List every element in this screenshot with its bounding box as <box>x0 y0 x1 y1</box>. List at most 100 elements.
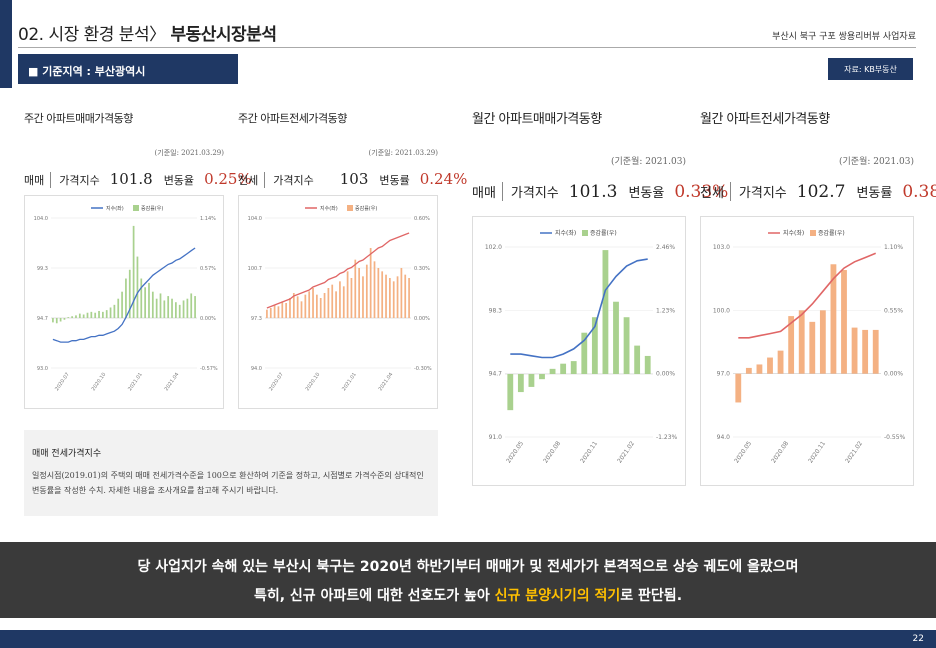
chart-card: 104.0 0.60% 100.7 0.30% 97.3 0.00% 94.0 -0.30% 지… <box>238 195 438 409</box>
y2-tick-label: -0.57% <box>200 366 218 372</box>
bar <box>570 361 577 375</box>
bar <box>151 291 154 318</box>
bar <box>132 225 135 318</box>
chart-card: 104.0 1.14% 99.3 0.57% 94.7 0.00% 93.0 -0.57% 지수… <box>24 195 224 409</box>
index-label: 가격지수 <box>738 186 787 201</box>
bar <box>312 288 314 318</box>
bar <box>148 282 150 318</box>
bar <box>289 298 291 318</box>
bar <box>369 248 372 318</box>
bar <box>735 373 742 403</box>
panel-ref-date: (기준월: 2021.03) <box>611 157 686 167</box>
bar <box>86 312 89 318</box>
section-label: 02. 시장 환경 분석〉 <box>18 25 166 45</box>
bar <box>389 278 391 318</box>
y-tick-label: 97.0 <box>717 371 731 378</box>
page-number: 22 <box>912 634 924 644</box>
legend-label: 지수(좌) <box>106 205 124 212</box>
bar <box>788 316 795 374</box>
bar <box>285 303 287 318</box>
bar <box>178 304 181 318</box>
panel-title: 주간 아파트전세가격동향 <box>238 112 347 125</box>
panel-weekly-jeonse: 주간 아파트전세가격동향 (기준일: 2021.03.29) 전세 가격지수 103… <box>238 110 467 410</box>
bar <box>830 264 837 374</box>
change-label: 변동율 <box>628 186 665 201</box>
y-tick-label: 100.7 <box>248 266 262 272</box>
index-value: 102.7 <box>796 182 846 202</box>
note-body: 일정시점(2019.01)의 주택의 매매 전세가격수준을 100으로 환산하여… <box>32 471 424 495</box>
change-label: 변동률 <box>379 174 410 187</box>
legend-label: 증감률(우) <box>355 205 377 212</box>
y2-tick-label: 0.55% <box>884 307 903 314</box>
bar <box>591 317 598 375</box>
x-tick-label: 2020.07 <box>268 372 285 392</box>
x-tick-label: 2021.01 <box>341 372 358 392</box>
bar <box>94 312 97 318</box>
bar <box>140 278 143 318</box>
panel-title: 월간 아파트매매가격동향 <box>472 112 602 127</box>
bar <box>404 274 407 318</box>
bar <box>392 281 395 318</box>
y2-tick-label: 2.46% <box>656 244 675 251</box>
y2-tick-label: 1.23% <box>656 307 675 314</box>
bar <box>623 317 630 375</box>
y-tick-label: 103.0 <box>713 244 730 251</box>
bar <box>167 296 170 318</box>
bar <box>362 276 364 318</box>
bar <box>507 374 514 411</box>
bar <box>335 291 337 318</box>
panel-summary: 매매 가격지수 101.8 변동율 0.25% <box>24 170 252 188</box>
index-value: 101.8 <box>109 170 153 188</box>
index-label: 가격지수 <box>510 186 559 201</box>
chart-monthly-jeonse: 103.0 1.10% 100.0 0.55% 97.0 0.00% 94.0 -0.55% 지… <box>713 229 906 464</box>
bar <box>327 288 330 318</box>
index-value: 101.3 <box>568 182 618 202</box>
chart-weekly-sale: 104.0 1.14% 99.3 0.57% 94.7 0.00% 93.0 -0.57% 지수… <box>34 205 218 392</box>
bar <box>408 278 410 318</box>
bar <box>292 293 295 318</box>
y-tick-label: 93.0 <box>37 366 48 372</box>
bar <box>396 276 399 318</box>
index-label: 가격지수 <box>59 174 100 187</box>
change-value: 0.33% <box>674 182 729 202</box>
bar <box>266 309 268 318</box>
bar <box>163 300 166 318</box>
bar <box>400 268 403 318</box>
index-line <box>510 258 648 359</box>
bar <box>125 278 127 318</box>
bar <box>756 364 763 374</box>
panel-weekly-sale: 주간 아파트매매가격동향 (기준일: 2021.03.29) 매매 가격지수 101… <box>24 110 252 410</box>
y-tick-label: 100.0 <box>713 307 730 314</box>
y2-tick-label: -0.55% <box>884 434 906 441</box>
bar <box>634 345 641 375</box>
y-tick-label: 97.3 <box>251 316 262 322</box>
bar <box>78 313 81 318</box>
panel-ref-date: (기준일: 2021.03.29) <box>368 149 438 157</box>
panel-summary: 전세 가격지수 103 변동률 0.24% <box>238 170 467 188</box>
x-tick-label: 2020.05 <box>733 440 753 464</box>
bar <box>102 311 104 318</box>
panel-summary: 전세 가격지수 102.7 변동률 0.38% <box>700 182 936 202</box>
bar <box>872 329 879 374</box>
index-line <box>52 247 196 343</box>
legend-label: 지수(좌) <box>555 229 576 237</box>
chart-weekly-jeonse: 104.0 0.60% 100.7 0.30% 97.3 0.00% 94.0 -0.30% 지… <box>248 205 432 392</box>
bar <box>175 302 177 318</box>
bar <box>745 367 752 374</box>
bar <box>644 355 651 375</box>
bar <box>186 298 189 318</box>
legend-bar-swatch <box>133 205 139 211</box>
y-tick-label: 94.7 <box>489 371 503 378</box>
index-line <box>738 252 877 339</box>
bar <box>63 318 66 320</box>
legend-bar-swatch <box>347 205 353 211</box>
x-tick-label: 2021.02 <box>616 440 636 464</box>
note-title: 매매 전세가격지수 <box>32 449 102 459</box>
bar <box>171 298 173 318</box>
panel-summary: 매매 가격지수 101.3 변동율 0.33% <box>472 182 728 202</box>
chart-card: 103.0 1.10% 100.0 0.55% 97.0 0.00% 94.0 -0.55% 지… <box>700 216 914 486</box>
y-tick-label: 104.0 <box>34 216 48 222</box>
x-tick-label: 2020.10 <box>91 372 108 392</box>
x-tick-label: 2020.05 <box>505 440 525 464</box>
bar <box>767 357 773 374</box>
